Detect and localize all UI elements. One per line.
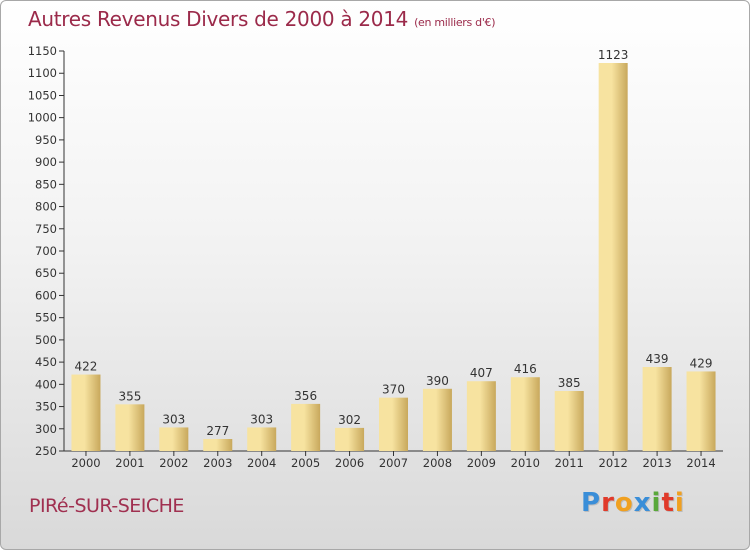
y-tick-label: 1150 [28,44,57,58]
x-tick-label: 2000 [71,456,100,470]
bar [71,374,101,451]
x-tick-label: 2005 [291,456,320,470]
data-label: 1123 [598,48,629,62]
bar [115,404,145,451]
proxiti-logo: Proxiti [581,488,685,518]
x-tick-label: 2006 [335,456,364,470]
y-tick-label: 650 [35,266,57,280]
data-label: 429 [690,356,713,370]
axes: 250 300 350 400 450 500 550 600 650 700 750 800 850 9… [28,44,723,470]
bar [686,371,716,451]
title-unit: (en milliers d'€) [414,16,496,29]
x-tick-label: 2010 [511,456,540,470]
value-labels: 422 355 303 277 303 356 302 370 390 407 416 385 1123… [75,48,713,438]
y-tick-label: 500 [35,333,57,347]
x-tick-label: 2008 [423,456,452,470]
logo-letter: x [633,488,652,518]
data-label: 355 [118,389,141,403]
x-tick-label: 2004 [247,456,276,470]
data-label: 303 [162,412,185,426]
y-tick-label: 600 [35,288,57,302]
x-tick-label: 2003 [203,456,232,470]
y-tick-label: 350 [35,400,57,414]
data-label: 407 [470,366,493,380]
data-label: 370 [382,383,405,397]
y-tick-label: 1050 [28,88,57,102]
data-label: 416 [514,362,537,376]
bar [291,403,321,451]
bar [335,427,365,451]
bar [642,367,672,451]
bar [466,381,496,451]
x-tick-label: 2014 [686,456,715,470]
logo-letter: i [651,488,662,518]
data-label: 390 [426,374,449,388]
bar [247,427,277,451]
y-tick-label: 250 [35,444,57,458]
x-tick-label: 2011 [555,456,584,470]
bar [598,63,628,451]
data-label: 303 [250,412,273,426]
x-tick-label: 2012 [599,456,628,470]
logo-letter: o [614,488,634,518]
bar [422,388,452,451]
data-label: 422 [75,360,98,374]
y-tick-label: 300 [35,422,57,436]
data-label: 439 [646,352,669,366]
data-label: 277 [206,424,229,438]
logo-letter: r [601,488,615,518]
bar [203,439,233,451]
y-tick-label: 700 [35,244,57,258]
x-tick-label: 2013 [642,456,671,470]
bar [159,427,189,451]
y-tick-label: 950 [35,133,57,147]
bar [554,391,584,451]
y-tick-label: 1000 [28,111,57,125]
x-tick-label: 2009 [467,456,496,470]
logo-letter: i [674,488,685,518]
x-tick-label: 2001 [115,456,144,470]
chart-title: Autres Revenus Divers de 2000 à 2014 (en … [28,7,496,31]
x-tick-label: 2002 [159,456,188,470]
y-tick-label: 750 [35,222,57,236]
bars [71,63,716,451]
y-tick-label: 1100 [28,66,57,80]
data-label: 302 [338,413,361,427]
bar [510,377,540,451]
bar [379,397,408,451]
logo-letter: P [581,488,602,518]
y-tick-label: 800 [35,200,57,214]
data-label: 385 [558,376,581,390]
logo-letter: t [661,488,675,518]
y-tick-label: 400 [35,377,57,391]
data-label: 356 [294,389,317,403]
y-tick-label: 850 [35,177,57,191]
y-tick-label: 900 [35,155,57,169]
y-tick-label: 450 [35,355,57,369]
city-name: PIRé-SUR-SEICHE [29,495,184,517]
x-tick-label: 2007 [379,456,408,470]
y-tick-label: 550 [35,311,57,325]
title-text: Autres Revenus Divers de 2000 à 2014 [28,7,409,31]
